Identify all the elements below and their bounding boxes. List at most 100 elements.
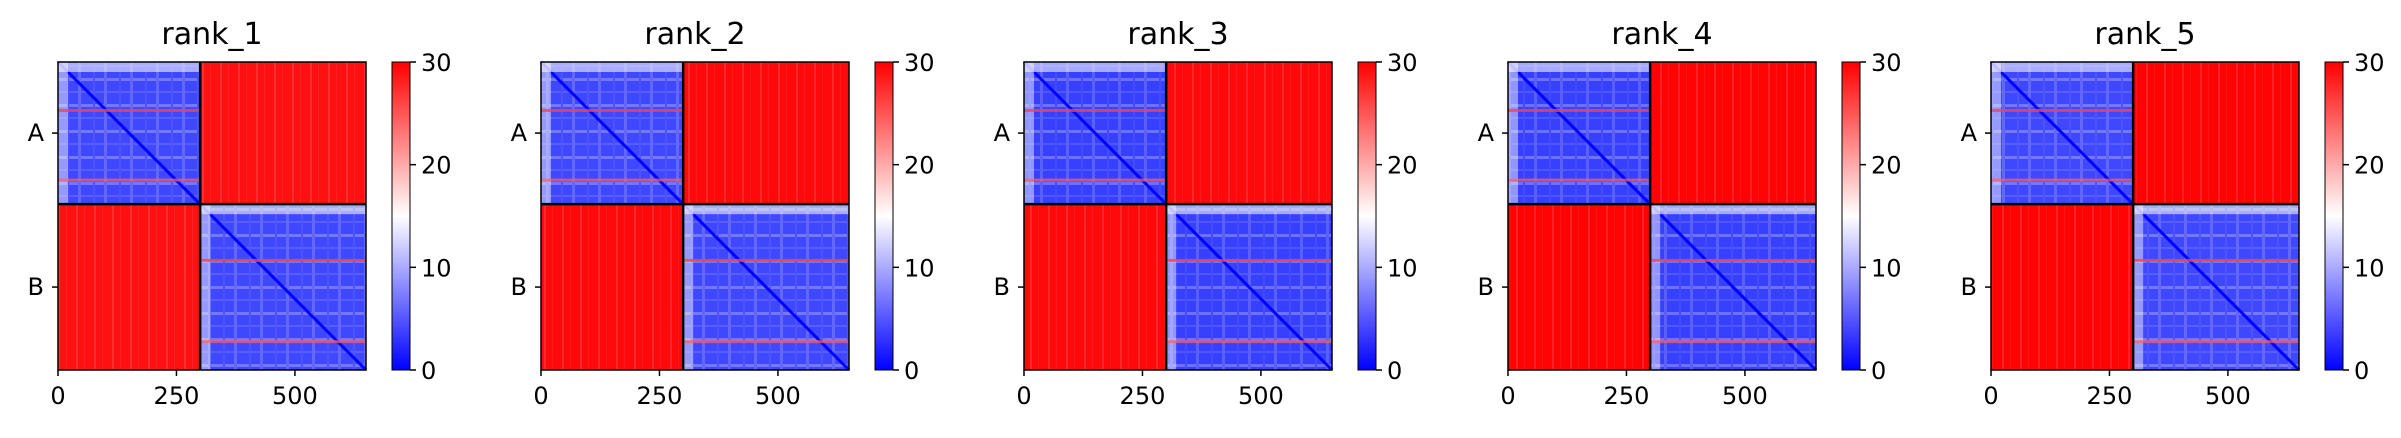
x-tick-label: 0 [1983,382,1998,410]
colorbar-tick-label: 20 [2354,152,2385,180]
terminal-stripe [1508,62,1518,205]
y-tick-label: B [1478,273,1494,301]
colorbar-tick-label: 30 [421,49,452,77]
heatmap [56,60,368,372]
high-error-row [1650,340,1816,344]
terminal-stripe [541,62,551,205]
terminal-stripe [1650,204,1661,370]
x-tick-label: 250 [1604,382,1650,410]
colorbar-tick-label: 30 [1871,49,1902,77]
heatmap [1989,60,2301,372]
colorbar-tick-label: 10 [1387,254,1418,282]
high-error-row [1166,340,1332,344]
terminal-stripe [1991,62,2134,72]
high-error-row [2133,258,2299,262]
block-texture [1166,62,1332,205]
x-tick-label: 0 [1016,382,1031,410]
axes-frame [1023,61,1333,371]
y-tick-label: A [1961,119,1978,147]
block-texture [200,62,366,205]
y-tick-label: B [1961,273,1977,301]
high-error-row [58,178,201,182]
y-tick-label: B [994,273,1010,301]
x-tick-label: 500 [272,382,318,410]
panel-rank_4: rank_4 A B 0 250 500 0 10 20 30 [1478,17,1902,410]
block-texture [2133,62,2299,205]
colorbar-tick-label: 0 [421,357,436,385]
terminal-stripe [683,204,849,215]
colorbar-tick-label: 0 [2354,357,2369,385]
colorbar-tick-label: 10 [904,254,935,282]
colorbar: 0 10 20 30 [874,49,935,385]
x-tick-label: 250 [2087,382,2133,410]
terminal-stripe [58,62,68,205]
block-texture [1508,204,1651,370]
high-error-row [1508,108,1651,112]
high-error-row [683,340,849,344]
colorbar-tick-label: 20 [421,152,452,180]
x-tick-label: 500 [1238,382,1284,410]
axes-frame [1990,61,2300,371]
block-texture [1991,204,2134,370]
y-tick-label: A [1478,119,1495,147]
colorbar-gradient [2324,61,2344,371]
colorbar: 0 10 20 30 [1841,49,1902,385]
panel-title: rank_2 [644,17,745,52]
terminal-stripe [2133,204,2299,215]
terminal-stripe [1508,62,1651,72]
x-tick-label: 500 [1722,382,1768,410]
terminal-stripe [1024,62,1167,72]
x-tick-label: 0 [1500,382,1515,410]
colorbar-tick-label: 20 [1871,152,1902,180]
axes-frame [57,61,367,371]
colorbar-tick-label: 30 [904,49,935,77]
colorbar-gradient [1841,61,1861,371]
high-error-row [1024,178,1167,182]
panel-rank_5: rank_5 A B 0 250 500 0 10 20 30 [1961,17,2385,410]
x-tick-label: 250 [1120,382,1166,410]
heatmap [1506,60,1818,372]
x-tick-label: 500 [755,382,801,410]
terminal-stripe [200,204,366,215]
high-error-row [683,258,849,262]
colorbar-tick-label: 10 [2354,254,2385,282]
colorbar-tick-label: 10 [421,254,452,282]
high-error-row [200,340,366,344]
y-tick-label: B [511,273,527,301]
axes-frame [1507,61,1817,371]
panel-title: rank_5 [2094,17,2195,52]
colorbar-tick-label: 10 [1871,254,1902,282]
terminal-stripe [200,204,211,370]
terminal-stripe [1166,204,1177,370]
colorbar-tick-label: 0 [1387,357,1402,385]
x-tick-label: 0 [533,382,548,410]
block-texture [58,204,201,370]
colorbar: 0 10 20 30 [2324,49,2385,385]
high-error-row [1508,178,1651,182]
colorbar-tick-label: 30 [1387,49,1418,77]
colorbar-tick-label: 20 [1387,152,1418,180]
colorbar-gradient [874,61,894,371]
heatmap [1022,60,1334,372]
x-tick-label: 500 [2205,382,2251,410]
terminal-stripe [1650,204,1816,215]
block-texture [541,204,684,370]
y-tick-label: B [28,273,44,301]
high-error-row [2133,340,2299,344]
block-texture [1024,204,1167,370]
high-error-row [541,108,684,112]
y-tick-label: A [511,119,528,147]
panel-title: rank_4 [1611,17,1712,52]
block-texture [683,62,849,205]
panel-rank_3: rank_3 A B 0 250 500 0 10 20 30 [994,17,1418,410]
axes-frame [540,61,850,371]
colorbar-gradient [391,61,411,371]
x-tick-label: 250 [637,382,683,410]
x-tick-label: 250 [154,382,200,410]
panel-title: rank_1 [161,17,262,52]
panel-title: rank_3 [1127,17,1228,52]
heatmap [539,60,851,372]
high-error-row [1991,108,2134,112]
colorbar-tick-label: 0 [904,357,919,385]
